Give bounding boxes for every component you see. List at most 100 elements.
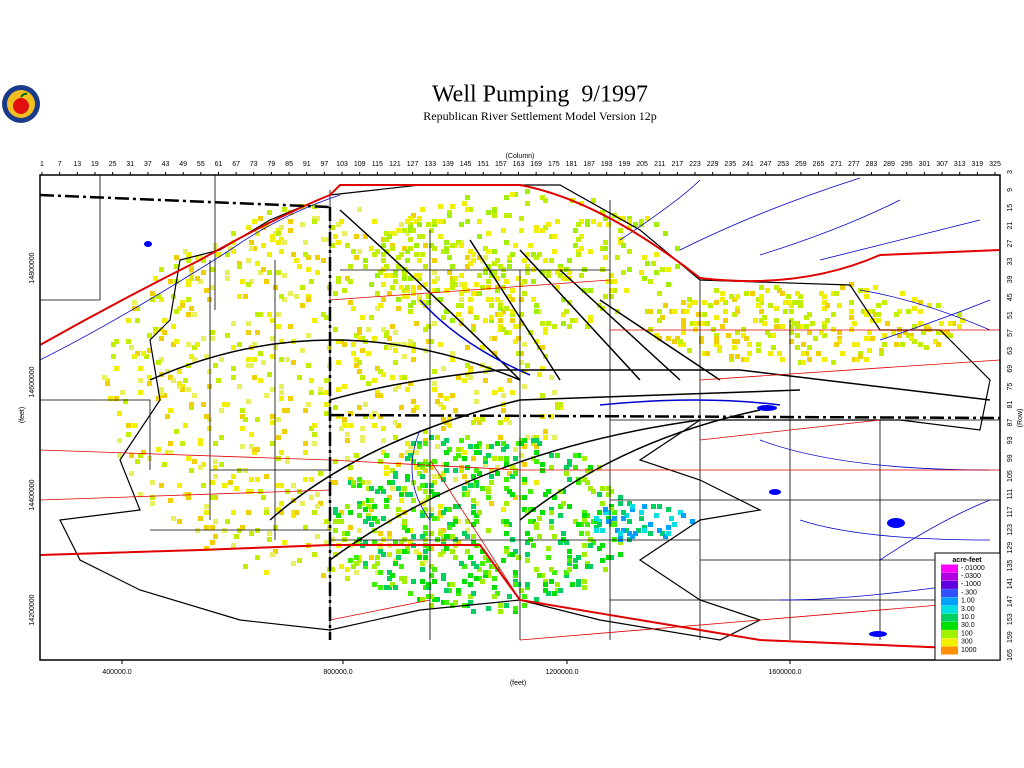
pumping-cell	[450, 351, 455, 356]
pumping-cell	[537, 534, 542, 539]
pumping-cell	[264, 279, 269, 284]
pumping-cell	[402, 489, 407, 494]
column-tick-label: 31	[126, 161, 134, 168]
pumping-cell	[516, 351, 521, 356]
pumping-cell	[453, 504, 458, 509]
pumping-cell	[414, 252, 419, 257]
pumping-cell	[558, 402, 563, 407]
pumping-cell	[825, 303, 830, 308]
pumping-cell	[666, 507, 671, 512]
pumping-cell	[474, 564, 479, 569]
pumping-cell	[582, 513, 587, 518]
pumping-cell	[540, 393, 545, 398]
pumping-cell	[177, 483, 182, 488]
pumping-cell	[432, 474, 437, 479]
pumping-cell	[450, 357, 455, 362]
pumping-cell	[174, 264, 179, 269]
pumping-cell	[576, 582, 581, 587]
pumping-cell	[765, 330, 770, 335]
row-tick-label: 27	[1007, 240, 1014, 248]
pumping-cell	[522, 258, 527, 263]
column-tick-label: 139	[442, 161, 454, 168]
pumping-cell	[372, 540, 377, 545]
pumping-cell	[663, 231, 668, 236]
pumping-cell	[534, 309, 539, 314]
pumping-cell	[336, 339, 341, 344]
pumping-cell	[183, 492, 188, 497]
pumping-cell	[360, 375, 365, 380]
pumping-cell	[696, 312, 701, 317]
pumping-cell	[672, 309, 677, 314]
pumping-cell	[246, 489, 251, 494]
pumping-cell	[387, 234, 392, 239]
pumping-cell	[798, 303, 803, 308]
pumping-cell	[510, 312, 515, 317]
pumping-cell	[504, 501, 509, 506]
pumping-cell	[483, 267, 488, 272]
pumping-cell	[324, 378, 329, 383]
pumping-cell	[279, 483, 284, 488]
pumping-cell	[303, 408, 308, 413]
pumping-cell	[237, 384, 242, 389]
pumping-cell	[378, 270, 383, 275]
pumping-cell	[612, 522, 617, 527]
reservoirs	[144, 241, 905, 637]
pumping-cell	[627, 219, 632, 224]
pumping-cell	[354, 363, 359, 368]
column-tick-label: 91	[303, 161, 311, 168]
pumping-cell	[168, 408, 173, 413]
pumping-cell	[498, 306, 503, 311]
pumping-cell	[561, 321, 566, 326]
pumping-cell	[459, 240, 464, 245]
pumping-cell	[543, 225, 548, 230]
pumping-cell	[504, 603, 509, 608]
pumping-cell	[546, 270, 551, 275]
pumping-cell	[870, 336, 875, 341]
pumping-cell	[474, 450, 479, 455]
pumping-cell	[630, 507, 635, 512]
pumping-cell	[420, 234, 425, 239]
row-tick-label: 69	[1007, 365, 1014, 373]
pumping-cell	[816, 351, 821, 356]
pumping-cell	[789, 303, 794, 308]
pumping-cell	[774, 285, 779, 290]
x-tick-label: 400000.0	[102, 669, 131, 676]
pumping-cell	[531, 519, 536, 524]
pumping-cell	[450, 285, 455, 290]
pumping-cell	[663, 303, 668, 308]
pumping-cell	[783, 309, 788, 314]
pumping-cell	[627, 267, 632, 272]
pumping-cell	[462, 378, 467, 383]
pumping-cell	[156, 327, 161, 332]
pumping-cell	[477, 219, 482, 224]
pumping-cell	[531, 456, 536, 461]
pumping-cell	[516, 324, 521, 329]
pumping-cell	[447, 417, 452, 422]
pumping-cell	[411, 441, 416, 446]
pumping-cell	[390, 375, 395, 380]
pumping-cell	[351, 306, 356, 311]
pumping-cell	[171, 516, 176, 521]
pumping-cell	[795, 333, 800, 338]
pumping-cell	[543, 588, 548, 593]
pumping-cell	[447, 270, 452, 275]
pumping-cell	[639, 219, 644, 224]
pumping-cell	[255, 447, 260, 452]
county-lines	[40, 175, 1000, 641]
pumping-cell	[384, 231, 389, 236]
pumping-cell	[483, 573, 488, 578]
pumping-cell	[615, 528, 620, 533]
pumping-cell	[861, 309, 866, 314]
pumping-cell	[471, 456, 476, 461]
pumping-cell	[546, 321, 551, 326]
column-tick-label: 307	[936, 161, 948, 168]
pumping-cell	[597, 510, 602, 515]
pumping-cell	[354, 570, 359, 575]
pumping-cell	[357, 249, 362, 254]
pumping-cell	[471, 258, 476, 263]
pumping-cell	[381, 237, 386, 242]
pumping-cell	[414, 243, 419, 248]
pumping-cell	[435, 276, 440, 281]
pumping-cell	[543, 579, 548, 584]
pumping-cell	[417, 234, 422, 239]
